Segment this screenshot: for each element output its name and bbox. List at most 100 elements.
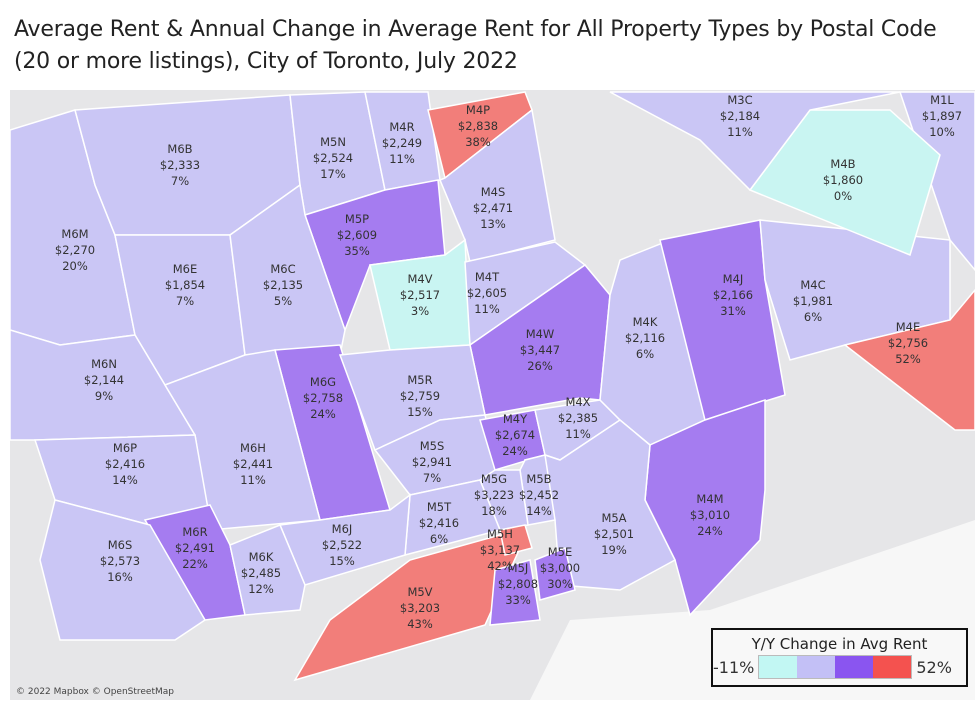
region-change: 24% (502, 444, 528, 458)
region-code: M6J (332, 522, 353, 536)
region-change: 7% (176, 294, 194, 308)
region-rent: $2,758 (303, 391, 343, 405)
region-m5b[interactable] (519, 454, 556, 526)
region-change: 15% (407, 405, 433, 419)
region-change: 6% (430, 532, 448, 546)
region-code: M4R (389, 120, 414, 134)
region-code: M5P (345, 212, 369, 226)
region-change: 0% (834, 189, 852, 203)
region-rent: $2,838 (458, 119, 498, 133)
region-m3c[interactable] (609, 91, 901, 192)
region-label: M3C $2,184 11% (720, 93, 760, 139)
region-change: 5% (274, 294, 292, 308)
region-m5h[interactable] (499, 524, 533, 556)
region-rent: $1,981 (793, 294, 833, 308)
region-label: M6M $2,270 20% (55, 227, 95, 273)
region-code: M4P (466, 103, 490, 117)
region-label: M5H $3,137 42% (480, 527, 520, 573)
region-change: 16% (107, 570, 133, 584)
region-label: M6R $2,491 22% (175, 525, 215, 571)
region-rent: $2,441 (233, 457, 273, 471)
choropleth-map[interactable]: M6M $2,270 20% M6B $2,333 7% M5N $2,524 17% M4R $2… (10, 90, 975, 700)
region-rent: $3,137 (480, 543, 520, 557)
region-label: M5A $2,501 19% (594, 511, 634, 557)
region-code: M6G (310, 375, 336, 389)
region-rent: $3,203 (400, 601, 440, 615)
region-code: M5S (420, 439, 445, 453)
region-code: M1L (930, 93, 954, 107)
region-code: M6E (173, 262, 198, 276)
region-code: M6R (182, 525, 207, 539)
region-label: M5N $2,524 17% (313, 135, 353, 181)
region-label: M6H $2,441 11% (233, 441, 273, 487)
region-change: 14% (112, 473, 138, 487)
region-m5e[interactable] (534, 546, 576, 601)
region-change: 43% (407, 617, 433, 631)
region-code: M5J (508, 561, 529, 575)
region-change: 20% (62, 259, 88, 273)
legend-swatch (759, 656, 798, 678)
region-rent: $1,860 (823, 173, 863, 187)
region-rent: $2,522 (322, 538, 362, 552)
region-rent: $2,452 (519, 488, 559, 502)
region-change: 31% (720, 304, 746, 318)
region-code: M4M (696, 492, 723, 506)
region-code: M5V (407, 585, 432, 599)
region-rent: $2,416 (419, 516, 459, 530)
region-m4j[interactable] (659, 219, 786, 421)
region-code: M6C (270, 262, 295, 276)
region-code: M5H (487, 527, 513, 541)
region-m6s[interactable] (39, 499, 207, 641)
region-label: M5B $2,452 14% (519, 472, 559, 518)
legend-swatch (873, 656, 912, 678)
region-change: 11% (565, 427, 591, 441)
region-change: 13% (480, 217, 506, 231)
region-label: M4K $2,116 6% (625, 315, 665, 361)
region-change: 14% (526, 504, 552, 518)
region-code: M6H (240, 441, 266, 455)
region-change: 42% (487, 559, 513, 573)
region-change: 19% (601, 543, 627, 557)
region-label: M5V $3,203 43% (400, 585, 440, 631)
region-code: M6B (167, 142, 192, 156)
region-code: M4J (723, 272, 744, 286)
region-code: M4C (800, 278, 825, 292)
region-rent: $2,501 (594, 527, 634, 541)
region-change: 26% (527, 359, 553, 373)
region-code: M4W (526, 327, 555, 341)
region-code: M3C (727, 93, 752, 107)
region-code: M4Y (503, 412, 528, 426)
region-change: 7% (171, 174, 189, 188)
region-rent: $2,144 (84, 373, 124, 387)
legend-color-scale (758, 655, 913, 679)
region-label: M5E $3,000 30% (540, 545, 580, 591)
region-rent: $2,333 (160, 158, 200, 172)
region-m4e[interactable] (843, 288, 975, 431)
region-label: M5J $2,808 33% (498, 561, 538, 607)
region-rent: $2,674 (495, 428, 535, 442)
legend-swatch (797, 656, 836, 678)
region-m6k[interactable] (229, 524, 306, 616)
region-change: 7% (423, 471, 441, 485)
region-change: 11% (389, 152, 415, 166)
region-label: M4J $2,166 31% (713, 272, 753, 318)
region-label: M4T $2,605 11% (467, 270, 507, 316)
region-change: 9% (95, 389, 113, 403)
region-change: 6% (804, 310, 822, 324)
region-rent: $2,609 (337, 228, 377, 242)
region-rent: $2,605 (467, 286, 507, 300)
region-label: M4R $2,249 11% (382, 120, 422, 166)
region-change: 24% (697, 524, 723, 538)
region-label: M4M $3,010 24% (690, 492, 730, 538)
region-rent: $2,524 (313, 151, 353, 165)
legend: Y/Y Change in Avg Rent -11% 52% (711, 628, 968, 687)
legend-min: -11% (713, 657, 755, 677)
region-rent: $2,166 (713, 288, 753, 302)
region-rent: $2,116 (625, 331, 665, 345)
region-change: 15% (329, 554, 355, 568)
region-m5v[interactable] (293, 534, 521, 682)
region-m5j[interactable] (489, 559, 541, 626)
region-label: M6S $2,573 16% (100, 538, 140, 584)
region-rent: $2,385 (558, 411, 598, 425)
region-rent: $2,249 (382, 136, 422, 150)
